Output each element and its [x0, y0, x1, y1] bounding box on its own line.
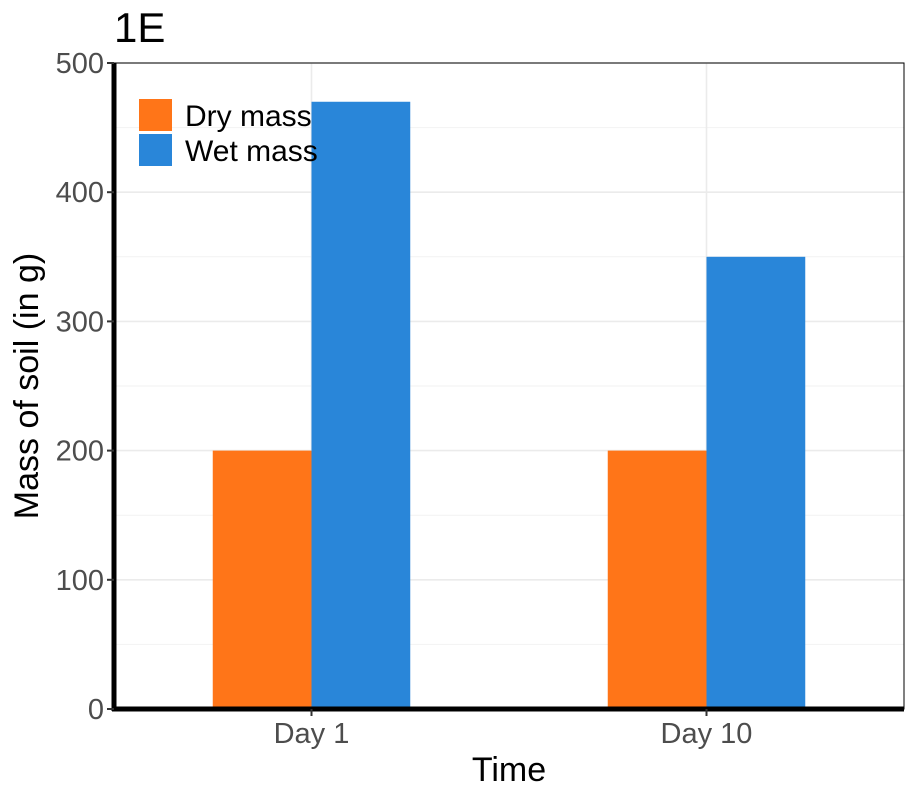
y-tick-label: 0	[88, 694, 104, 726]
bars	[212, 101, 806, 709]
bar-dry-mass-day-10	[607, 450, 707, 709]
y-tick-label: 300	[56, 306, 104, 338]
y-tick-label: 100	[56, 565, 104, 597]
y-axis-ticks: 0 100 200 300 400 500	[56, 48, 114, 726]
bar-dry-mass-day-1	[212, 450, 312, 709]
x-tick-label: Day 10	[661, 718, 753, 750]
legend-swatch	[139, 99, 172, 131]
chart-title: 1E	[114, 4, 165, 51]
x-axis-title: Time	[472, 751, 546, 789]
x-tick-label: Day 1	[274, 718, 350, 750]
y-tick-label: 200	[56, 436, 104, 468]
y-axis-title: Mass of soil (in g)	[8, 253, 46, 519]
y-tick-label: 400	[56, 177, 104, 209]
legend-swatch	[139, 134, 172, 166]
bar-wet-mass-day-1	[311, 101, 411, 709]
x-axis-ticks: Day 1 Day 10	[274, 709, 753, 750]
bar-wet-mass-day-10	[706, 256, 806, 709]
y-tick-label: 500	[56, 48, 104, 80]
legend-label: Dry mass	[185, 100, 312, 133]
legend-label: Wet mass	[185, 135, 318, 168]
